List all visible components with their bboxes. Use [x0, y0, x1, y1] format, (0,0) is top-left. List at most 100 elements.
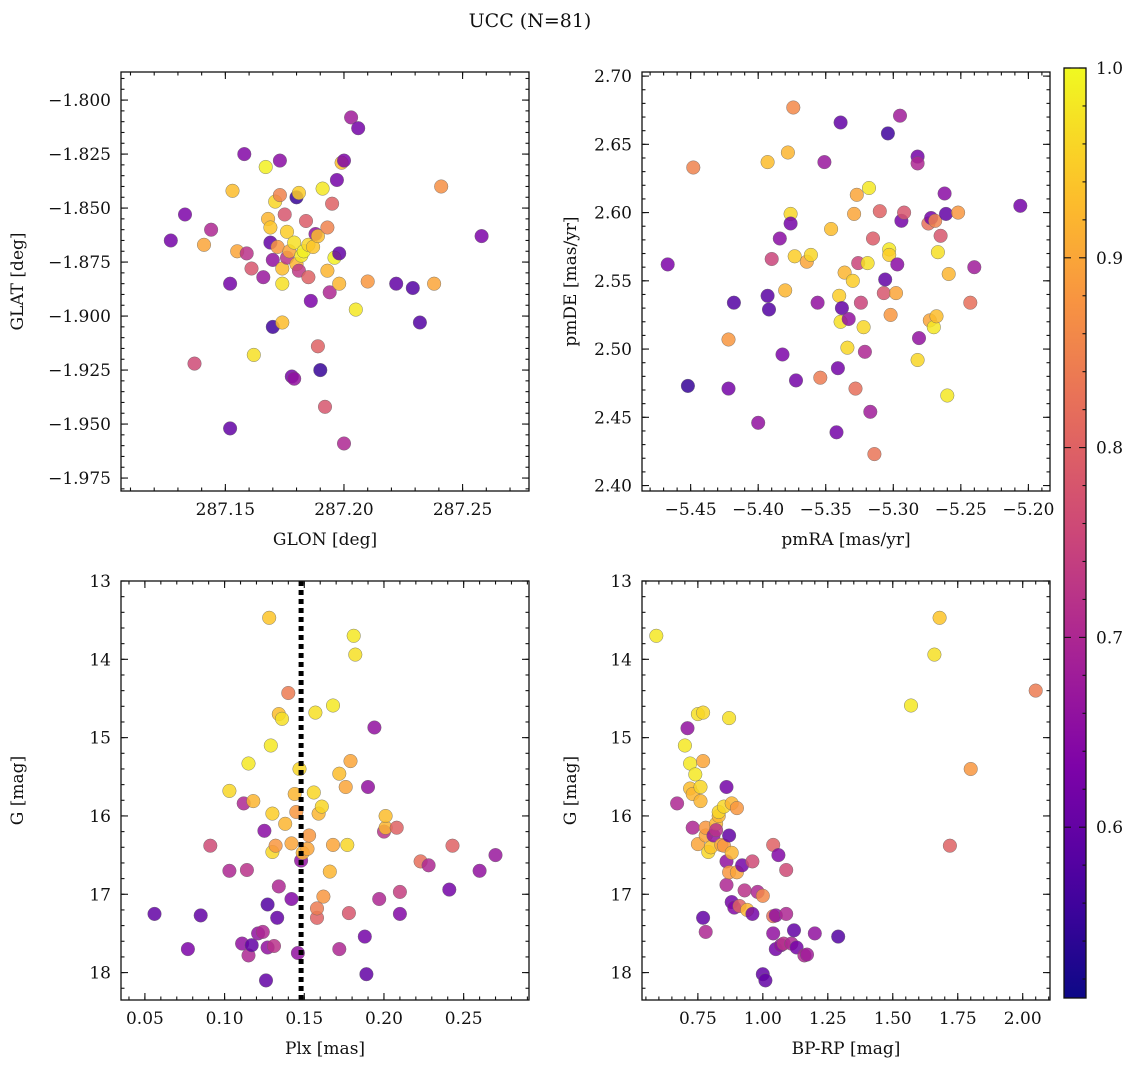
- scatter-point: [872, 204, 887, 219]
- x-axis-label: GLON [deg]: [273, 530, 377, 550]
- scatter-point: [412, 315, 427, 330]
- scatter-point: [693, 794, 708, 809]
- scatter-point: [849, 187, 864, 202]
- y-tick-label: 2.40: [594, 477, 632, 497]
- y-tick-label: 17: [610, 885, 632, 905]
- scatter-point: [204, 222, 219, 237]
- scatter-point: [474, 229, 489, 244]
- x-axis-label: BP-RP [mag]: [792, 1039, 901, 1059]
- scatter-point: [893, 108, 908, 123]
- scatter-point: [290, 946, 305, 961]
- scatter-point: [800, 947, 815, 962]
- y-tick-label: 2.65: [594, 135, 632, 155]
- scatter-point: [163, 233, 178, 248]
- panel-top-right: −5.45 −5.40 −5.35 −5.30 −5.25 −5.20 2.40 2.45 2.…: [561, 67, 1054, 550]
- scatter-point: [434, 179, 449, 194]
- scatter-point: [262, 610, 277, 625]
- y-axis-label: GLAT [deg]: [8, 232, 28, 330]
- scatter-point: [862, 180, 877, 195]
- scatter-point: [308, 705, 323, 720]
- x-tick-label: 287.20: [314, 500, 373, 520]
- scatter-point: [272, 153, 287, 168]
- scatter-point: [830, 361, 845, 376]
- scatter-point: [719, 877, 734, 892]
- y-tick-label: 2.70: [594, 67, 632, 87]
- scatter-point: [951, 205, 966, 220]
- y-tick-label: 2.45: [594, 408, 632, 428]
- scatter-point: [357, 929, 372, 944]
- scatter-point: [421, 858, 436, 873]
- scatter-point: [359, 967, 374, 982]
- scatter-point: [256, 270, 271, 285]
- scatter-point: [840, 340, 855, 355]
- scatter-point: [696, 705, 711, 720]
- scatter-point: [237, 147, 252, 162]
- scatter-point: [721, 332, 736, 347]
- scatter-point: [337, 153, 352, 168]
- scatter-point: [813, 370, 828, 385]
- y-tick-label: −1.925: [48, 361, 111, 381]
- x-tick-label: 0.25: [445, 1009, 483, 1029]
- scatter-point: [329, 172, 344, 187]
- panel-top-left: 287.15 287.20 287.25 −1.800 −1.825 −1.850 −1.8…: [8, 71, 530, 550]
- scatter-point: [326, 837, 341, 852]
- scatter-point: [693, 780, 708, 795]
- scatter-point: [847, 206, 862, 221]
- x-tick-label: −5.20: [1002, 500, 1054, 520]
- x-axis-label: pmRA [mas/yr]: [781, 530, 910, 550]
- scatter-point: [680, 721, 695, 736]
- scatter-point: [325, 196, 340, 211]
- scatter-point: [755, 888, 770, 903]
- scatter-point: [698, 924, 713, 939]
- scatter-point: [963, 762, 978, 777]
- scatter-point: [196, 237, 211, 252]
- colorbar-tick-label: 0.7: [1096, 628, 1123, 648]
- scatter-point: [677, 738, 692, 753]
- scatter-point: [890, 257, 905, 272]
- colorbar-gradient: [1063, 67, 1087, 999]
- scatter-point: [348, 302, 363, 317]
- scatter-point: [719, 780, 734, 795]
- scatter-point: [857, 344, 872, 359]
- scatter-point: [882, 247, 897, 262]
- x-tick-label: 1.00: [744, 1009, 782, 1029]
- scatter-point: [649, 628, 664, 643]
- y-tick-label: −1.900: [48, 307, 111, 327]
- scatter-point: [259, 973, 274, 988]
- scatter-point: [222, 783, 237, 798]
- scatter-point: [688, 767, 703, 782]
- y-tick-label: 16: [89, 807, 111, 827]
- scatter-point: [442, 882, 457, 897]
- scatter-point: [670, 796, 685, 811]
- scatter-point: [263, 738, 278, 753]
- y-axis-label: G [mag]: [8, 756, 28, 825]
- y-tick-label: 2.55: [594, 272, 632, 292]
- x-axis-label: Plx [mas]: [285, 1039, 365, 1059]
- scatter-point: [941, 267, 956, 282]
- scatter-point: [268, 838, 283, 853]
- scatter-point: [346, 628, 361, 643]
- scatter-point: [863, 404, 878, 419]
- x-tick-label: 0.75: [679, 1009, 717, 1029]
- y-tick-label: −1.975: [48, 469, 111, 489]
- scatter-point: [660, 257, 675, 272]
- scatter-point: [275, 711, 290, 726]
- scatter-point: [829, 425, 844, 440]
- scatter-point: [963, 295, 978, 310]
- scatter-point: [270, 239, 285, 254]
- scatter-point: [203, 838, 218, 853]
- scatter-point: [766, 926, 781, 941]
- scatter-point: [789, 373, 804, 388]
- axes-frame: [641, 580, 1051, 1001]
- scatter-point: [745, 906, 760, 921]
- scatter-point: [322, 285, 337, 300]
- scatter-point: [361, 780, 376, 795]
- scatter-point: [932, 610, 947, 625]
- scatter-point: [737, 883, 752, 898]
- scatter-point: [810, 295, 825, 310]
- scatter-point: [729, 801, 744, 816]
- scatter-point: [314, 799, 329, 814]
- y-tick-label: 14: [610, 650, 632, 670]
- x-tick-label: −5.40: [732, 500, 784, 520]
